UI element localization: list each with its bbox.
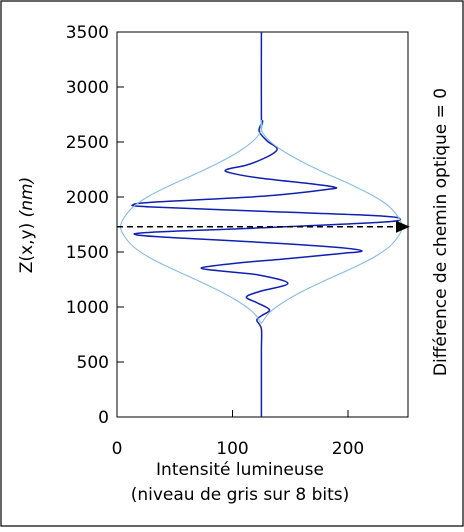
zero-path-annotation: Différence de chemin optique = 0 (431, 88, 451, 376)
y-axis: 0 500 1000 1500 2000 2500 3000 3500 (66, 23, 124, 428)
x-axis-subtitle: (niveau de gris sur 8 bits) (131, 485, 350, 505)
plot-area-border (116, 31, 409, 418)
y-tick-label: 1500 (66, 243, 109, 263)
reference-arrowhead-icon (396, 220, 410, 233)
y-axis-title: Z(x,y) (nm) (17, 177, 37, 273)
y-tick-label: 3000 (66, 78, 109, 98)
y-tick-label: 2000 (66, 188, 109, 208)
x-axis: 0 100 200 (112, 410, 364, 459)
interference-signal-line (131, 31, 402, 417)
x-axis-title: Intensité lumineuse (156, 460, 324, 480)
y-tick-label: 500 (77, 353, 109, 373)
y-axis-title-main: Z(x,y) (17, 217, 37, 273)
y-tick-label: 2500 (66, 133, 109, 153)
envelope-right-line (260, 119, 403, 324)
x-tick-label: 0 (112, 439, 123, 459)
series-layer (119, 31, 403, 417)
y-axis-title-unit: (nm) (17, 177, 37, 218)
reference-layer (117, 220, 410, 233)
envelope-left-line (119, 119, 263, 324)
y-tick-label: 1000 (66, 298, 109, 318)
y-tick-label: 0 (98, 408, 109, 428)
y-tick-label: 3500 (66, 23, 109, 43)
x-tick-label: 100 (216, 439, 248, 459)
x-tick-label: 200 (332, 439, 364, 459)
